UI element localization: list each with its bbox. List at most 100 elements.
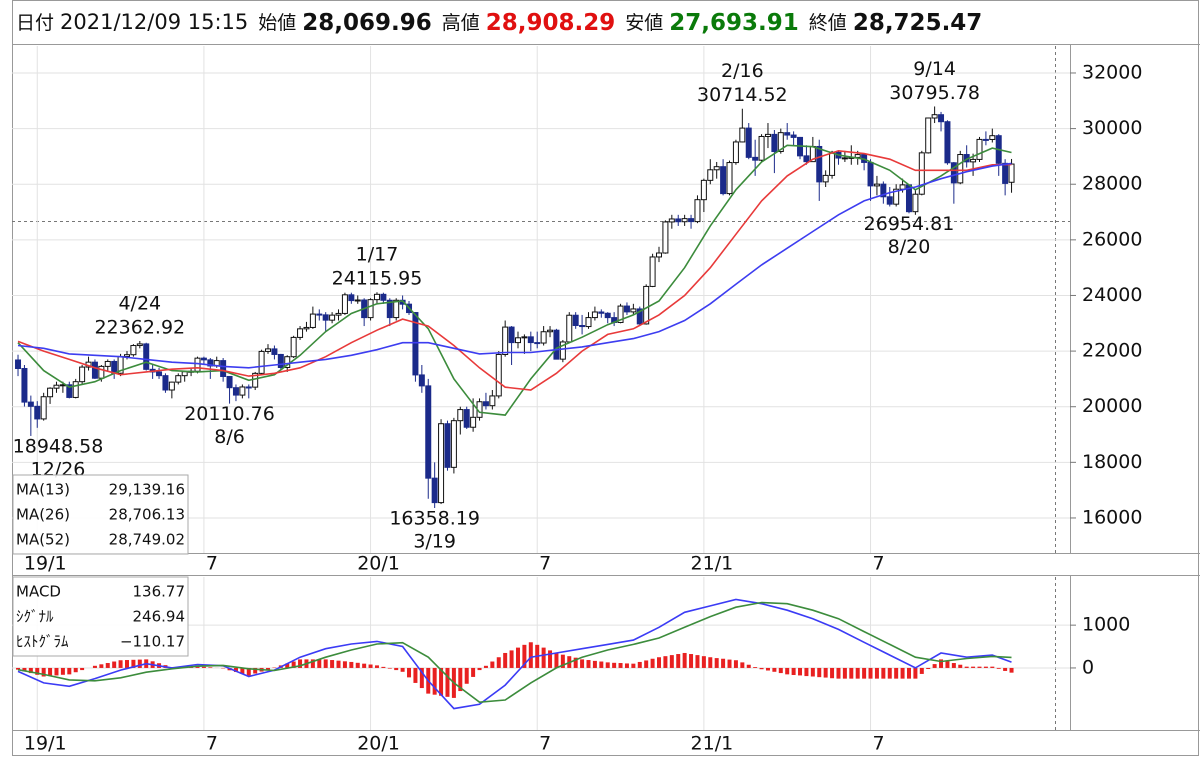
- histogram-bar: [996, 667, 1001, 669]
- histogram-bar: [233, 667, 238, 673]
- candle-body: [258, 350, 265, 374]
- candle-body: [752, 156, 759, 161]
- candle-body: [66, 384, 73, 398]
- y-tick-label: 18000: [1082, 451, 1142, 473]
- candle-body: [527, 336, 534, 344]
- candle-body: [175, 375, 182, 383]
- legend-label: ﾋｽﾄｸﾞﾗﾑ: [16, 633, 69, 651]
- histogram-bar: [759, 667, 764, 670]
- candle-body: [547, 329, 554, 333]
- header-value: 27,693.91: [669, 10, 799, 36]
- histogram-bar: [41, 667, 46, 677]
- candle-body: [470, 416, 477, 428]
- candle-body: [617, 305, 624, 323]
- candle-body: [553, 329, 560, 360]
- legend-value: 246.94: [133, 608, 186, 626]
- candle-body: [450, 420, 457, 468]
- candle-body: [373, 293, 380, 301]
- histogram-bar: [708, 657, 713, 668]
- histogram-bar: [253, 667, 258, 674]
- candle-body: [912, 193, 919, 213]
- histogram-bar: [246, 667, 251, 676]
- legend-label: MA(13): [16, 481, 70, 499]
- candle-body: [431, 477, 438, 504]
- candle-body: [200, 357, 207, 361]
- histogram-bar: [836, 667, 841, 679]
- candle-body: [265, 348, 272, 352]
- candle-body: [482, 401, 489, 407]
- candle-body: [867, 161, 874, 187]
- histogram-bar: [573, 657, 578, 668]
- candle-body: [329, 314, 336, 321]
- candle-body: [572, 314, 579, 327]
- candle-body: [643, 285, 650, 325]
- panel: [12, 46, 1070, 553]
- candle-body: [675, 218, 682, 223]
- candle-body: [15, 359, 22, 369]
- histogram-bar: [913, 667, 918, 679]
- header-value: 2021/12/09 15:15: [60, 10, 248, 34]
- series-line: [17, 144, 1012, 416]
- series-line: [17, 149, 1012, 391]
- histogram-bar: [67, 667, 72, 675]
- candle-body: [457, 409, 464, 422]
- annotation-date: 3/19: [413, 530, 456, 552]
- histogram-bar: [80, 667, 85, 671]
- candle-body: [649, 256, 656, 287]
- candle-body: [604, 312, 611, 319]
- candle-body: [739, 127, 746, 143]
- candle-body: [816, 145, 823, 183]
- x-tick-label: 19/1: [24, 733, 67, 755]
- histogram-bar: [599, 661, 604, 668]
- histogram-bar: [381, 666, 386, 668]
- candle-body: [303, 326, 310, 330]
- histogram-bar: [317, 659, 322, 668]
- histogram-bar: [445, 667, 450, 697]
- candle-body: [72, 381, 79, 398]
- candle-body: [713, 166, 720, 171]
- histogram-bar: [810, 667, 815, 677]
- histogram-bar: [939, 659, 944, 668]
- histogram-bar: [701, 656, 706, 668]
- histogram-bar: [419, 667, 424, 689]
- histogram-bar: [1003, 667, 1008, 671]
- histogram-bar: [560, 654, 565, 668]
- candle-body: [656, 252, 663, 258]
- candle-body: [34, 405, 41, 420]
- candle-body: [386, 299, 393, 319]
- histogram-bar: [310, 659, 315, 668]
- histogram-bar: [862, 667, 867, 679]
- histogram-bar: [240, 667, 245, 674]
- x-tick-label: 20/1: [357, 553, 400, 575]
- histogram-bar: [355, 662, 360, 668]
- y-tick-label: 1000: [1082, 614, 1130, 636]
- candle-body: [938, 114, 945, 123]
- legend-label: MA(26): [16, 506, 70, 524]
- candle-body: [181, 371, 188, 377]
- x-tick-label: 7: [206, 553, 218, 575]
- x-tick-label: 20/1: [357, 733, 400, 755]
- histogram-bar: [586, 660, 591, 668]
- candle-body: [899, 184, 906, 190]
- candle-body: [341, 294, 348, 314]
- histogram-bar: [881, 667, 886, 679]
- histogram-bar: [522, 644, 527, 668]
- histogram-bar: [695, 655, 700, 668]
- histogram-bar: [798, 667, 803, 676]
- histogram-bar: [92, 665, 97, 668]
- legend-value: −110.17: [120, 633, 185, 651]
- histogram-bar: [753, 667, 758, 668]
- histogram-bar: [785, 667, 790, 675]
- histogram-bar: [118, 660, 123, 668]
- candle-body: [636, 308, 643, 325]
- histogram-bar: [131, 659, 136, 668]
- candle-body: [207, 359, 214, 367]
- candle-body: [732, 141, 739, 164]
- histogram-bar: [804, 667, 809, 677]
- candle-body: [284, 356, 291, 368]
- candle-body: [566, 314, 573, 343]
- candle-body: [53, 384, 60, 389]
- histogram-bar: [374, 665, 379, 668]
- candle-body: [322, 314, 329, 321]
- histogram-bar: [60, 667, 65, 675]
